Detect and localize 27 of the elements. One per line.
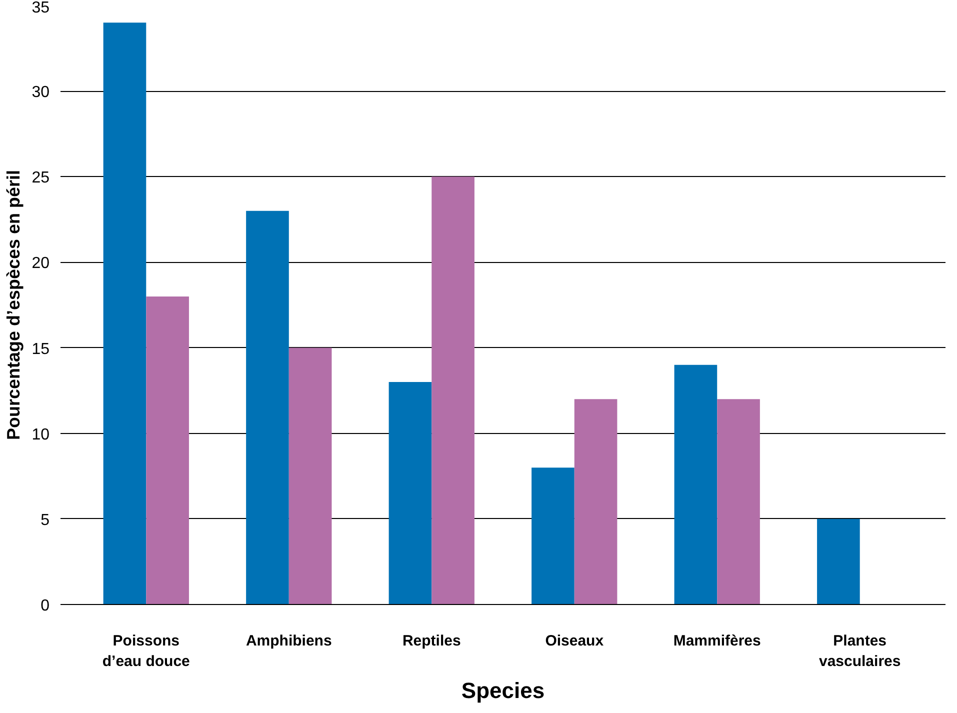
bar <box>532 468 574 604</box>
y-tick-label: 30 <box>32 84 50 102</box>
x-tick-label: Amphibiens <box>246 632 332 650</box>
x-axis-title: Species <box>461 678 545 703</box>
x-tick-label: Mammifères <box>673 632 761 650</box>
y-tick-label: 35 <box>32 0 50 16</box>
bar <box>388 382 432 604</box>
y-axis-title: Pourcentage d’espèces en péril <box>4 170 24 440</box>
y-tick-label: 20 <box>32 255 50 272</box>
y-tick-label: 10 <box>32 426 50 444</box>
y-tick-label: 25 <box>32 170 50 187</box>
bar <box>103 22 146 604</box>
bar <box>146 296 189 604</box>
bar <box>246 210 289 604</box>
bar <box>432 176 474 604</box>
bar <box>717 399 760 604</box>
y-tick-label: 5 <box>40 512 50 529</box>
x-tick-label: Poissons d’eau douce <box>102 632 190 670</box>
x-tick-label: Reptiles <box>402 632 461 650</box>
bar <box>288 348 332 604</box>
bar <box>674 364 718 604</box>
y-tick-label: 0 <box>40 598 50 614</box>
bar <box>574 399 618 604</box>
bar <box>817 518 860 604</box>
y-tick-label: 15 <box>32 340 50 358</box>
x-tick-label: Plantes vasculaires <box>818 632 901 670</box>
x-tick-label: Oiseaux <box>545 632 604 650</box>
